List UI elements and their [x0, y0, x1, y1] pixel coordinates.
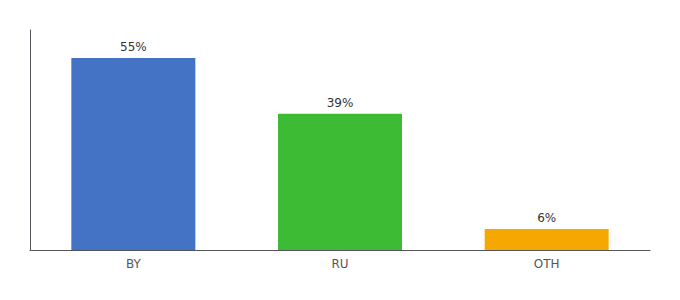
svg-text:6%: 6%	[537, 211, 556, 225]
svg-text:OTH: OTH	[534, 257, 560, 271]
svg-text:BY: BY	[126, 257, 142, 271]
svg-text:RU: RU	[331, 257, 348, 271]
svg-text:39%: 39%	[327, 96, 354, 110]
svg-text:55%: 55%	[120, 40, 147, 54]
